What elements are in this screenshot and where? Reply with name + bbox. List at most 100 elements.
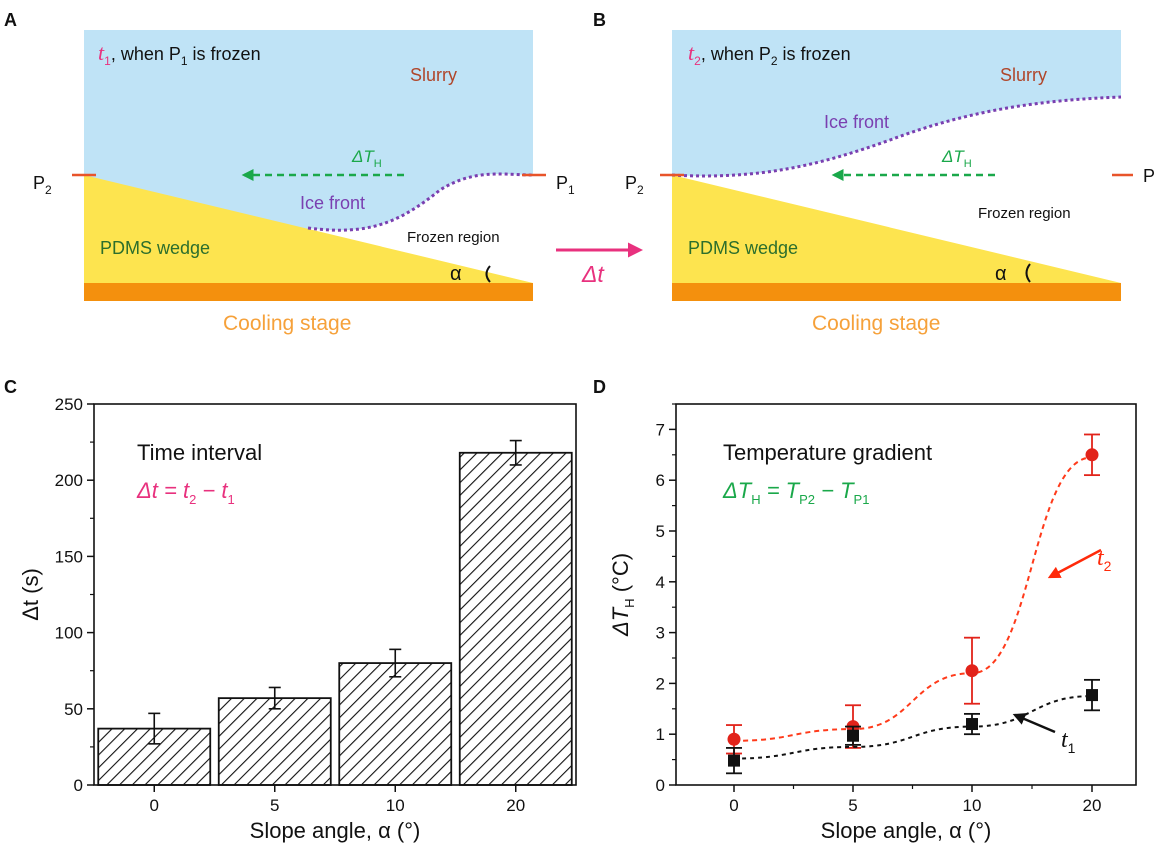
panel-b-p2-letter: P	[625, 173, 637, 193]
panel-b-title-end: is frozen	[778, 44, 851, 64]
panel-b-p1-label: P	[1143, 166, 1155, 186]
y-tick-label: 4	[656, 573, 665, 592]
panel-d-letter: D	[593, 377, 606, 397]
panel-a-gradient-symbol: ΔT	[351, 147, 375, 166]
panel-a-title: t1, when P1 is frozen	[98, 40, 261, 68]
panel-a-p1-sub: 1	[568, 183, 575, 197]
panel-d-equation: ΔTH = TP2 − TP1	[722, 478, 869, 507]
panel-a-p2-sub: 2	[45, 183, 52, 197]
panel-a-title-end: is frozen	[188, 44, 261, 64]
panel-b-time-var: t	[688, 40, 695, 65]
panel-b: B t2, when P2 is frozen Slurry Ice front…	[593, 10, 1155, 335]
point-t2-10	[965, 664, 979, 678]
y-tick-label: 3	[656, 624, 665, 643]
panel-a-time-var: t	[98, 40, 105, 65]
y-tick-label: 250	[55, 395, 83, 414]
panel-b-ice-front	[671, 95, 1122, 178]
panel-a-gradient-sub: H	[374, 158, 382, 170]
panel-b-pdms-wedge	[672, 175, 1121, 283]
y-tick-label: 0	[656, 776, 665, 795]
x-tick-label: 10	[386, 796, 405, 815]
panel-d-eq-mid: = T	[761, 478, 801, 503]
fit-curve-t1	[733, 695, 1093, 760]
bar-20	[458, 451, 573, 786]
panel-a-gradient-label: ΔTH	[351, 147, 382, 170]
panel-a-ice-front-label: Ice front	[300, 193, 365, 213]
fit-curve-t2	[733, 456, 1093, 742]
t1-label: t1	[1061, 727, 1076, 756]
y-axis-title-unit: (°C)	[608, 553, 633, 598]
point-t2-0	[727, 732, 741, 746]
panel-b-cooling-label: Cooling stage	[812, 312, 940, 335]
point-t2-20	[1085, 448, 1099, 462]
panel-c-equation: Δt = t2 − t1	[136, 478, 235, 507]
panel-a-p1-letter: P	[556, 173, 568, 193]
plot-frame-d	[675, 403, 1137, 786]
panel-b-ice-front-label: Ice front	[824, 112, 889, 132]
panel-a-frozen-label: Frozen region	[407, 229, 500, 246]
panel-a-angle-arc	[485, 265, 491, 283]
y-tick-label: 0	[74, 776, 83, 795]
panel-b-frozen-label: Frozen region	[978, 205, 1071, 222]
panel-b-point-sub: 2	[771, 54, 778, 68]
panel-c-eq-sub1: 2	[189, 492, 196, 507]
panel-b-p2-label: P2	[625, 173, 644, 197]
y-tick-label: 150	[55, 547, 83, 566]
y-tick-label: 200	[55, 471, 83, 490]
panel-c-eq-lhs: Δt	[136, 478, 159, 503]
transition-arrow: Δt	[556, 242, 643, 287]
panel-b-alpha-label: α	[995, 263, 1007, 285]
point-t1-0	[728, 754, 740, 767]
y-tick-label: 100	[55, 624, 83, 643]
y-tick-label: 1	[656, 725, 665, 744]
panel-a-p1-label: P1	[556, 173, 575, 197]
panel-d-annotation-title: Temperature gradient	[723, 440, 932, 465]
panel-b-title-mid: , when P	[701, 44, 771, 64]
y-tick-label: 2	[656, 674, 665, 693]
bar-10	[338, 662, 453, 786]
panel-c-letter: C	[4, 377, 17, 397]
panel-b-alpha-symbol: α	[995, 263, 1007, 285]
y-axis-title: Δt (s)	[18, 568, 43, 621]
t2-label-var: t	[1097, 545, 1105, 571]
x-tick-label: 20	[506, 796, 525, 815]
panel-a-p2-label: P2	[33, 173, 52, 197]
t1-label-var: t	[1061, 727, 1069, 753]
panel-a: A t1, when P1 is frozen Slurry ΔTH Ice f…	[4, 10, 575, 335]
x-tick-label: 5	[270, 796, 279, 815]
point-t1-10	[966, 718, 978, 731]
t2-label-sub: 2	[1104, 558, 1112, 574]
panel-b-p1-letter: P	[1143, 166, 1155, 186]
y-tick-label: 50	[64, 700, 83, 719]
panel-d-eq-minus: − T	[815, 478, 855, 503]
panel-c-eq-sub2: 1	[227, 492, 234, 507]
x-tick-label: 5	[848, 796, 857, 815]
panel-a-title-mid: , when P	[111, 44, 181, 64]
panel-a-point-sub: 1	[181, 54, 188, 68]
panel-b-cooling-stage	[672, 283, 1121, 301]
panel-b-pdms-label: PDMS wedge	[688, 238, 798, 258]
panel-b-title: t2, when P2 is frozen	[688, 40, 851, 68]
t1-pointer-arrow	[1012, 713, 1056, 734]
y-axis-title: ΔTH (°C)	[608, 553, 637, 637]
x-tick-label: 20	[1083, 796, 1102, 815]
panel-a-p2-letter: P	[33, 173, 45, 193]
panel-c-eq-minus: − t	[196, 478, 228, 503]
y-axis-title-sub: H	[622, 598, 637, 607]
bar-5	[217, 697, 332, 786]
transition-label: Δt	[581, 261, 605, 287]
x-tick-label: 0	[729, 796, 738, 815]
panel-d-eq-sub2: P1	[854, 492, 870, 507]
panel-b-angle-arc	[1025, 263, 1031, 283]
panel-b-gradient-symbol: ΔT	[941, 147, 965, 166]
panel-b-slurry-label: Slurry	[1000, 65, 1047, 85]
y-tick-label: 7	[656, 420, 665, 439]
panel-d-eq-sub1: P2	[799, 492, 815, 507]
panel-b-gradient-label: ΔTH	[941, 147, 972, 170]
panel-a-alpha-symbol: α	[450, 263, 462, 285]
x-axis-title: Slope angle, α (°)	[250, 818, 421, 843]
t1-label-sub: 1	[1068, 740, 1076, 756]
